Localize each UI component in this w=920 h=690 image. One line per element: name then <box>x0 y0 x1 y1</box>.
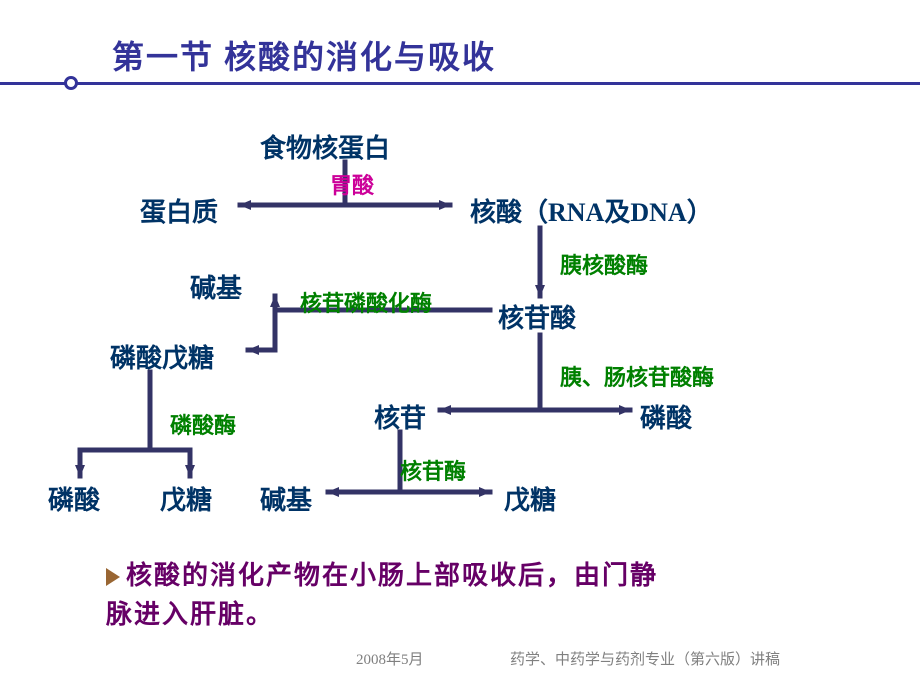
enzyme-phosphatase: 磷酸酶 <box>170 408 236 440</box>
summary-text: 核酸的消化产物在小肠上部吸收后，由门静 脉进入肝脏。 <box>106 556 658 634</box>
node-pentose-1: 戊糖 <box>160 480 212 517</box>
section-title: 第一节 核酸的消化与吸收 <box>112 32 496 78</box>
title-underline <box>0 82 920 85</box>
enzyme-nucleotidase: 胰、肠核苷酸酶 <box>560 360 714 392</box>
node-nucleic-acid: 核酸（RNA及DNA） <box>470 192 713 229</box>
enzyme-nucleosidase: 核苷酶 <box>400 454 466 486</box>
node-pentose-2: 戊糖 <box>504 480 556 517</box>
triangle-bullet-icon <box>106 568 120 586</box>
enzyme-nucleoside-phosphorylase: 核苷磷酸化酶 <box>300 286 432 318</box>
title-bullet-icon <box>64 76 78 90</box>
summary-line1: 核酸的消化产物在小肠上部吸收后，由门静 <box>126 561 658 590</box>
node-nucleoside: 核苷 <box>374 398 426 435</box>
node-base-2: 碱基 <box>260 480 312 517</box>
node-phosphoribose: 磷酸戊糖 <box>110 338 214 375</box>
footer-date: 2008年5月 <box>356 648 424 669</box>
enzyme-pancreas-nuclease: 胰核酸酶 <box>560 248 648 280</box>
node-phosphate-2: 磷酸 <box>640 398 692 435</box>
node-base-1: 碱基 <box>190 268 242 305</box>
node-phosphate-3: 磷酸 <box>48 480 100 517</box>
node-food: 食物核蛋白 <box>260 128 390 165</box>
enzyme-gastric-acid: 胃酸 <box>330 168 374 200</box>
footer-text: 药学、中药学与药剂专业（第六版）讲稿 <box>510 648 780 669</box>
node-protein: 蛋白质 <box>140 192 218 229</box>
summary-line2: 脉进入肝脏。 <box>106 600 274 629</box>
node-nucleotide: 核苷酸 <box>498 298 576 335</box>
